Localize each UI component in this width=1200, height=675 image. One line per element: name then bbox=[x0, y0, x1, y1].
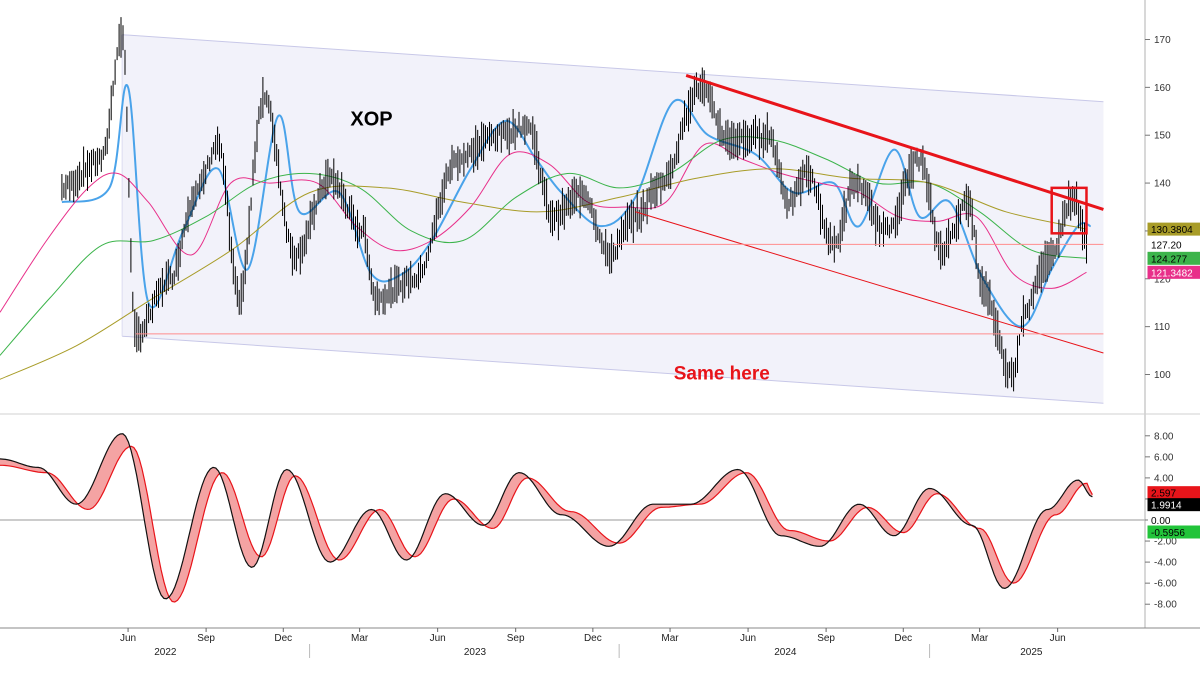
year-label: 2022 bbox=[154, 647, 177, 658]
price-channel bbox=[121, 34, 1104, 404]
x-tick-label: Mar bbox=[971, 633, 989, 644]
highlight-box bbox=[1050, 186, 1088, 235]
osc-value-badge bbox=[1147, 498, 1200, 512]
x-tick-label: Jun bbox=[430, 633, 446, 644]
series-osc-slow bbox=[0, 445, 1093, 603]
price-bars bbox=[61, 17, 1087, 392]
osc-y-tick-label: 8.00 bbox=[1154, 431, 1174, 442]
ticker-label: XOP bbox=[350, 109, 392, 131]
price-value-badge bbox=[1147, 265, 1200, 279]
osc-value-label: -0.5956 bbox=[1151, 528, 1185, 539]
axes: 1001101201301401501601708.006.004.002.00… bbox=[0, 0, 1200, 658]
price-value-badge bbox=[1147, 222, 1200, 236]
osc-y-tick-label: -8.00 bbox=[1154, 600, 1177, 611]
annotations: XOP Same here bbox=[350, 109, 769, 385]
x-tick-label: Sep bbox=[817, 633, 835, 644]
osc-value-label: 0.00 bbox=[1151, 516, 1171, 527]
channel-fill bbox=[122, 34, 1104, 404]
x-tick-label: Dec bbox=[894, 633, 912, 644]
osc-y-tick-label: -2.00 bbox=[1154, 537, 1177, 548]
channel-lower-line bbox=[122, 335, 1104, 404]
price-value-badge bbox=[1148, 238, 1200, 251]
price-y-tick-label: 160 bbox=[1154, 83, 1171, 94]
trendlines bbox=[135, 73, 1104, 354]
osc-y-tick-label: 4.00 bbox=[1154, 473, 1174, 484]
x-tick-label: Mar bbox=[351, 633, 369, 644]
osc-value-label: 2.597 bbox=[1151, 489, 1176, 500]
trendline-resistance-0 bbox=[685, 73, 1104, 211]
price-value-badge bbox=[1147, 251, 1200, 265]
x-tick-label: Dec bbox=[274, 633, 292, 644]
price-value-label: 127.20 bbox=[1151, 240, 1182, 251]
annotation-same-here: Same here bbox=[674, 363, 770, 384]
x-tick-label: Sep bbox=[507, 633, 525, 644]
x-tick-label: Mar bbox=[661, 633, 679, 644]
price-series bbox=[61, 17, 1087, 392]
year-label: 2024 bbox=[774, 647, 797, 658]
osc-y-tick-label: -4.00 bbox=[1154, 558, 1177, 569]
osc-y-tick-label: 6.00 bbox=[1154, 452, 1174, 463]
price-y-tick-label: 170 bbox=[1154, 35, 1171, 46]
price-y-tick-label: 150 bbox=[1154, 131, 1171, 142]
osc-value-label: 1.9914 bbox=[1151, 501, 1182, 512]
price-y-tick-label: 120 bbox=[1154, 274, 1171, 285]
x-tick-label: Jun bbox=[740, 633, 756, 644]
last-value-labels: 130.3804 127.20 124.277 121.3482 2.5971.9914… bbox=[1147, 222, 1200, 539]
x-tick-label: Jun bbox=[1050, 633, 1066, 644]
price-value-label: 130.3804 bbox=[1151, 225, 1193, 236]
price-y-tick-label: 140 bbox=[1154, 179, 1171, 190]
trendline-support-1 bbox=[635, 211, 1104, 354]
year-label: 2023 bbox=[464, 647, 487, 658]
osc-value-badge bbox=[1147, 525, 1200, 539]
osc-y-tick-label: -6.00 bbox=[1154, 579, 1177, 590]
price-value-label: 121.3482 bbox=[1151, 268, 1193, 279]
series-osc-fast bbox=[0, 433, 1093, 600]
x-tick-label: Dec bbox=[584, 633, 602, 644]
price-y-tick-label: 110 bbox=[1154, 322, 1170, 333]
oscillator-fill bbox=[0, 433, 1093, 602]
channel-upper-line bbox=[122, 34, 1104, 103]
price-y-tick-label: 100 bbox=[1154, 370, 1171, 381]
osc-value-badge bbox=[1148, 514, 1200, 526]
oscillator-panel bbox=[0, 433, 1200, 603]
year-label: 2025 bbox=[1020, 647, 1043, 658]
x-tick-label: Jun bbox=[120, 633, 136, 644]
series-ma-pink bbox=[0, 142, 1087, 313]
price-value-label: 124.277 bbox=[1151, 254, 1188, 265]
x-tick-label: Sep bbox=[197, 633, 215, 644]
